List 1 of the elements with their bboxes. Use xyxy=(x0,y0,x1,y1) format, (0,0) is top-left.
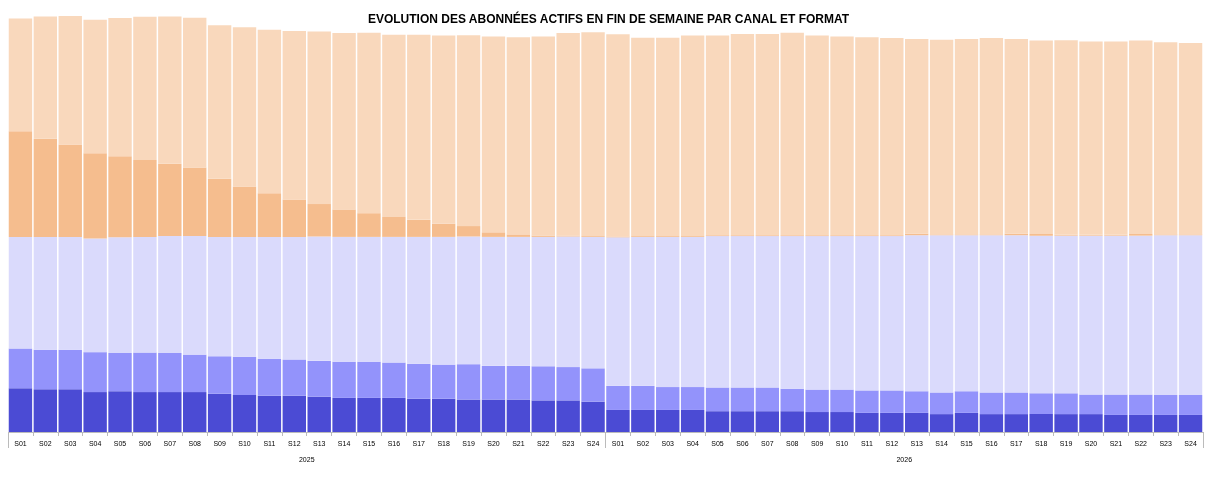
chart-title: EVOLUTION DES ABONNÉES ACTIFS EN FIN DE SEMAINE PAR CANAL ET FORMAT xyxy=(367,11,850,26)
